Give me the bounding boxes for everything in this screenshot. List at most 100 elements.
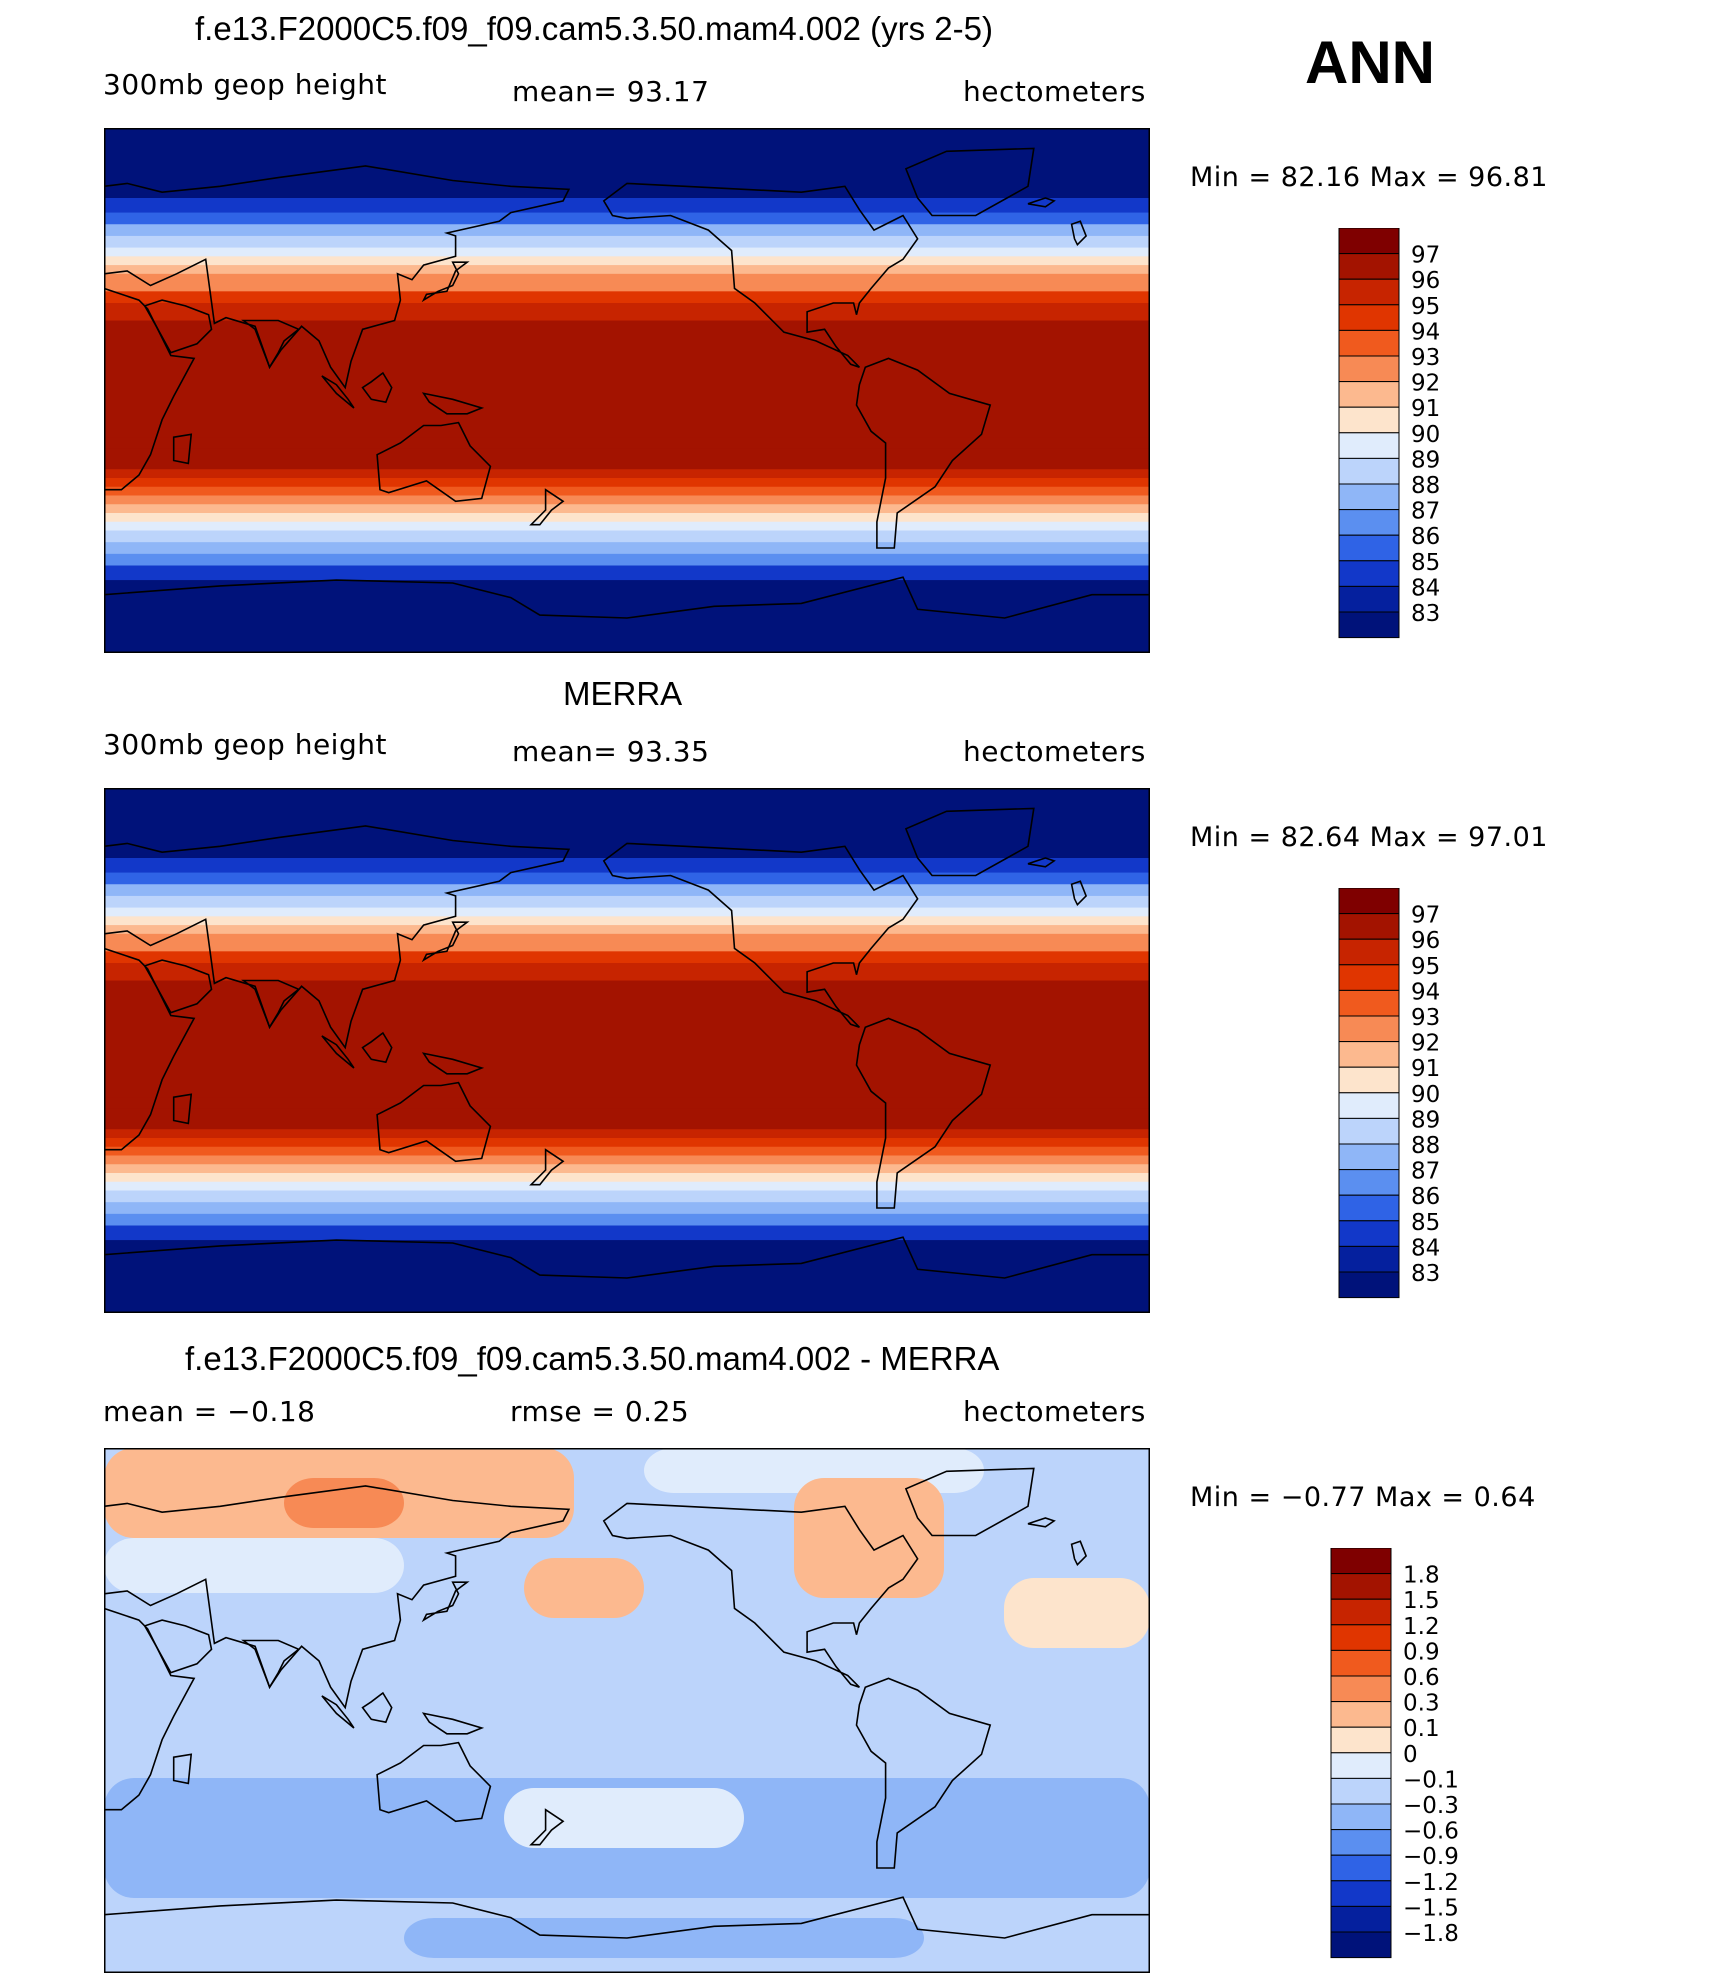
coastline: [321, 1035, 355, 1069]
colorbar-swatch: [1338, 509, 1400, 536]
colorbar-swatch: [1338, 329, 1400, 357]
contour-band: [104, 530, 1150, 543]
contour-band: [104, 1164, 1150, 1174]
contour-band: [104, 565, 1150, 581]
coastline: [143, 299, 213, 354]
coastline: [855, 357, 992, 549]
contour-band: [104, 1240, 1150, 1261]
contour-band: [104, 916, 1150, 926]
panel-2-title: MERRA: [563, 675, 683, 712]
colorbar-tick-label: 89: [1411, 1107, 1440, 1133]
coastline: [1027, 857, 1056, 868]
colorbar-swatch: [1330, 1598, 1392, 1626]
colorbar-tick-label: 96: [1411, 928, 1440, 954]
contour-band: [104, 1173, 1150, 1183]
contour-band: [1004, 1578, 1150, 1648]
coastline: [241, 1639, 301, 1690]
colorbar-tick-label: 87: [1411, 499, 1440, 525]
map-frame: [104, 1448, 1150, 1973]
coastline: [529, 1808, 565, 1846]
coastline: [904, 147, 1035, 217]
colorbar-swatch: [1338, 989, 1400, 1017]
contour-band: [104, 224, 1150, 237]
contour-band: [104, 235, 1150, 249]
contour-band: [104, 553, 1150, 566]
colorbar-tick-label: 0.1: [1403, 1716, 1440, 1742]
colorbar-swatch: [1330, 1803, 1392, 1831]
coastline: [421, 1052, 485, 1075]
colorbar-tick-label: 91: [1411, 396, 1440, 422]
colorbar-swatch: [1330, 1829, 1392, 1856]
coastline: [1070, 220, 1088, 247]
coastline: [241, 979, 301, 1030]
colorbar-swatch: [1338, 1066, 1400, 1094]
contour-band: [104, 486, 1150, 496]
colorbar-swatch: [1330, 1624, 1392, 1651]
contour-band: [104, 521, 1150, 531]
coastline: [529, 1148, 565, 1186]
colorbar-tick-label: 1.5: [1403, 1588, 1440, 1614]
coastline: [241, 319, 301, 370]
colorbar-tick-label: −1.5: [1403, 1895, 1459, 1921]
colorbar-tick-label: 92: [1411, 371, 1440, 397]
colorbar-swatch: [1338, 560, 1400, 587]
contour-band: [104, 256, 1150, 266]
colorbar-tick-label: 97: [1411, 243, 1440, 269]
colorbar-swatch: [1338, 432, 1400, 459]
colorbar-tick-label: 94: [1411, 319, 1440, 345]
panel-1-variable-label: 300mb geop height: [103, 68, 387, 101]
coastline: [376, 1741, 492, 1823]
contour-band: [104, 1146, 1150, 1156]
coastline: [855, 1677, 992, 1869]
colorbar-swatch: [1338, 304, 1400, 331]
contour-band: [104, 460, 1150, 470]
colorbar-swatch: [1338, 964, 1400, 991]
colorbar-tick-label: 89: [1411, 447, 1440, 473]
panel-3-map: [104, 1448, 1150, 1973]
contour-band: [284, 1478, 404, 1528]
colorbar-tick-label: 84: [1411, 575, 1440, 601]
colorbar-swatch: [1338, 483, 1400, 511]
coastline: [602, 842, 919, 1028]
panel-1-title: f.e13.F2000C5.f09_f09.cam5.3.50.mam4.002…: [195, 10, 993, 47]
contour-band: [104, 1129, 1150, 1139]
contour-band: [104, 320, 1150, 438]
colorbar-swatch: [1338, 1015, 1400, 1043]
contour-band: [404, 1918, 924, 1958]
panel-2-units-label: hectometers: [963, 735, 1146, 768]
contour-band: [104, 478, 1150, 488]
panel-2-minmax: Min = 82.64 Max = 97.01: [1190, 822, 1548, 853]
coastline: [143, 1619, 213, 1674]
colorbar-tick-label: 90: [1411, 1082, 1440, 1108]
panel-3-mean-label: mean = −0.18: [103, 1395, 316, 1428]
contour-band: [104, 925, 1150, 935]
colorbar-swatch: [1338, 938, 1400, 966]
colorbar-tick-label: 86: [1411, 1184, 1440, 1210]
colorbar-swatch: [1338, 406, 1400, 434]
contour-band: [104, 1120, 1150, 1130]
panel-1-minmax: Min = 82.16 Max = 96.81: [1190, 162, 1548, 193]
colorbar-tick-label: 87: [1411, 1159, 1440, 1185]
panel-3-units-label: hectometers: [963, 1395, 1146, 1428]
contour-band: [104, 495, 1150, 505]
colorbar-swatch: [1338, 1041, 1400, 1068]
colorbar-tick-label: −0.3: [1403, 1793, 1459, 1819]
colorbar-tick-label: 88: [1411, 473, 1440, 499]
contour-band: [504, 1788, 744, 1848]
colorbar-swatch: [1330, 1777, 1392, 1805]
contour-band: [104, 282, 1150, 292]
colorbar-tick-label: 1.2: [1403, 1614, 1440, 1640]
colorbar-tick-label: −0.9: [1403, 1844, 1459, 1870]
panel-3-minmax: Min = −0.77 Max = 0.64: [1190, 1482, 1536, 1513]
contour-band: [104, 817, 1150, 841]
contour-band: [104, 942, 1150, 952]
coastline: [1070, 880, 1088, 907]
coastline: [172, 433, 193, 465]
contour-band: [104, 303, 1150, 321]
contour-band: [104, 448, 1150, 461]
coastline: [361, 1691, 393, 1724]
contour-band: [104, 1538, 404, 1593]
contour-band: [104, 504, 1150, 514]
coastline: [421, 392, 485, 415]
